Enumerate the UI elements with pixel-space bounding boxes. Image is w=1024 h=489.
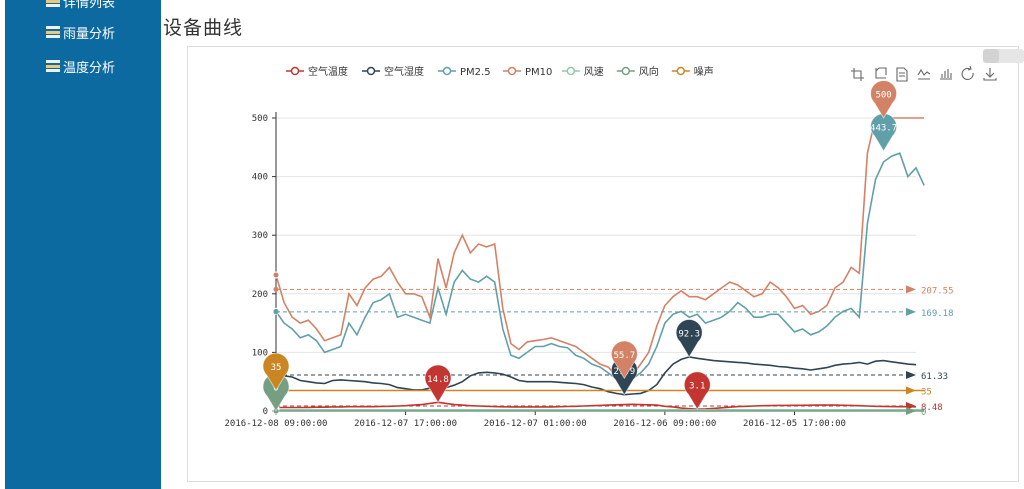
restore-icon[interactable] (961, 65, 974, 80)
y-tick-label: 300 (252, 231, 268, 241)
y-tick-label: 500 (252, 114, 268, 124)
legend-item[interactable]: 风速 (584, 66, 604, 78)
sidebar-item-label: 温度分析 (63, 60, 116, 76)
page-title: 设备曲线 (163, 17, 244, 39)
markline-label: 169.18 (921, 309, 954, 319)
x-tick-label: 2016-12-06 09:00:00 (613, 419, 716, 429)
markline-label: 207.55 (921, 286, 954, 296)
sidebar-item-label: 雨量分析 (63, 26, 116, 42)
markpoint-pin[interactable] (611, 340, 638, 380)
legend-item[interactable]: 噪声 (694, 65, 714, 78)
save-image-icon-glyph (983, 68, 997, 81)
markline-label: 0 (921, 408, 926, 418)
series-line (275, 117, 925, 380)
markpoint-label: 500 (875, 91, 891, 101)
legend-marker[interactable] (442, 66, 452, 76)
restore-icon-glyph (961, 65, 974, 80)
legend-item[interactable]: 空气温度 (308, 65, 348, 78)
markpoint-label: 92.3 (678, 329, 700, 339)
line-switch-icon[interactable] (917, 68, 931, 80)
list-icon (46, 59, 60, 73)
x-tick-label: 2016-12-07 01:00:00 (484, 419, 587, 429)
legend-item[interactable]: PM2.5 (460, 67, 491, 78)
list-icon (46, 25, 60, 39)
series-line (276, 401, 917, 411)
horizontal-scrollbar[interactable] (983, 49, 1024, 63)
legend-marker[interactable] (676, 66, 686, 76)
data-view-icon-glyph (896, 67, 908, 82)
markline-start-dot (273, 309, 279, 315)
list-icon (46, 0, 60, 8)
data-view-icon[interactable] (896, 67, 908, 82)
x-tick-label: 2016-12-05 17:00:00 (743, 419, 846, 429)
legend-marker[interactable] (507, 66, 517, 76)
markpoint-label: 14.8 (427, 375, 449, 385)
series-start-point (272, 271, 280, 279)
x-tick-label: 2016-12-08 09:00:00 (225, 419, 328, 429)
legend-item[interactable]: 空气湿度 (384, 65, 424, 78)
legend-item[interactable]: 风向 (639, 65, 659, 78)
markline-label: 35 (921, 387, 932, 397)
markline-arrow (906, 407, 916, 415)
markpoint-pin[interactable] (424, 364, 452, 404)
markline-start-dot (273, 286, 279, 292)
x-tick-label: 2016-12-07 17:00:00 (354, 419, 457, 429)
series-line (275, 152, 925, 380)
zoom-reset-icon-glyph (875, 67, 887, 79)
markpoint-label: 3.1 (689, 382, 705, 392)
sidebar-item-rainfall[interactable]: 雨量分析 (46, 22, 115, 42)
zoom-icon[interactable] (851, 68, 864, 81)
legend-marker[interactable] (566, 66, 576, 76)
markpoint-label: 55.7 (614, 351, 636, 361)
y-tick-label: 100 (252, 348, 268, 358)
legend-item[interactable]: PM10 (525, 67, 552, 78)
sidebar: 详情列表 雨量分析 温度分析 (5, 0, 161, 489)
sidebar-item-temperature[interactable]: 温度分析 (46, 56, 115, 76)
zoom-reset-icon[interactable] (875, 67, 887, 79)
markpoint-label: 443.7 (870, 123, 897, 133)
y-tick-label: 400 (252, 173, 268, 183)
bar-switch-icon-glyph (940, 69, 952, 80)
markline-arrow (906, 386, 916, 395)
markpoint-pin[interactable] (675, 319, 703, 358)
legend-marker[interactable] (366, 66, 376, 76)
markpoint-pin[interactable] (870, 80, 897, 119)
sidebar-item-label: 详情列表 (63, 0, 116, 11)
save-image-icon[interactable] (983, 68, 997, 81)
markline-arrow (906, 371, 916, 380)
markpoint-pin[interactable] (683, 371, 711, 410)
legend-marker[interactable] (290, 66, 300, 76)
bar-switch-icon[interactable] (940, 69, 952, 80)
line-switch-icon-glyph (917, 68, 931, 80)
markpoint-pin[interactable] (262, 352, 290, 392)
markline-label: 8.48 (921, 403, 943, 413)
markline-arrow (906, 285, 916, 294)
y-tick-label: 0 (263, 407, 268, 417)
y-tick-label: 200 (252, 290, 268, 300)
series-line (275, 356, 917, 396)
markline-label: 61.33 (921, 372, 948, 382)
legend-marker[interactable] (621, 66, 631, 76)
markline-arrow (906, 307, 916, 316)
sidebar-item-detail-list[interactable]: 详情列表 (46, 0, 115, 11)
scrollbar-thumb[interactable] (983, 49, 999, 63)
markpoint-label: 35 (271, 363, 282, 373)
zoom-icon-glyph (851, 68, 864, 81)
